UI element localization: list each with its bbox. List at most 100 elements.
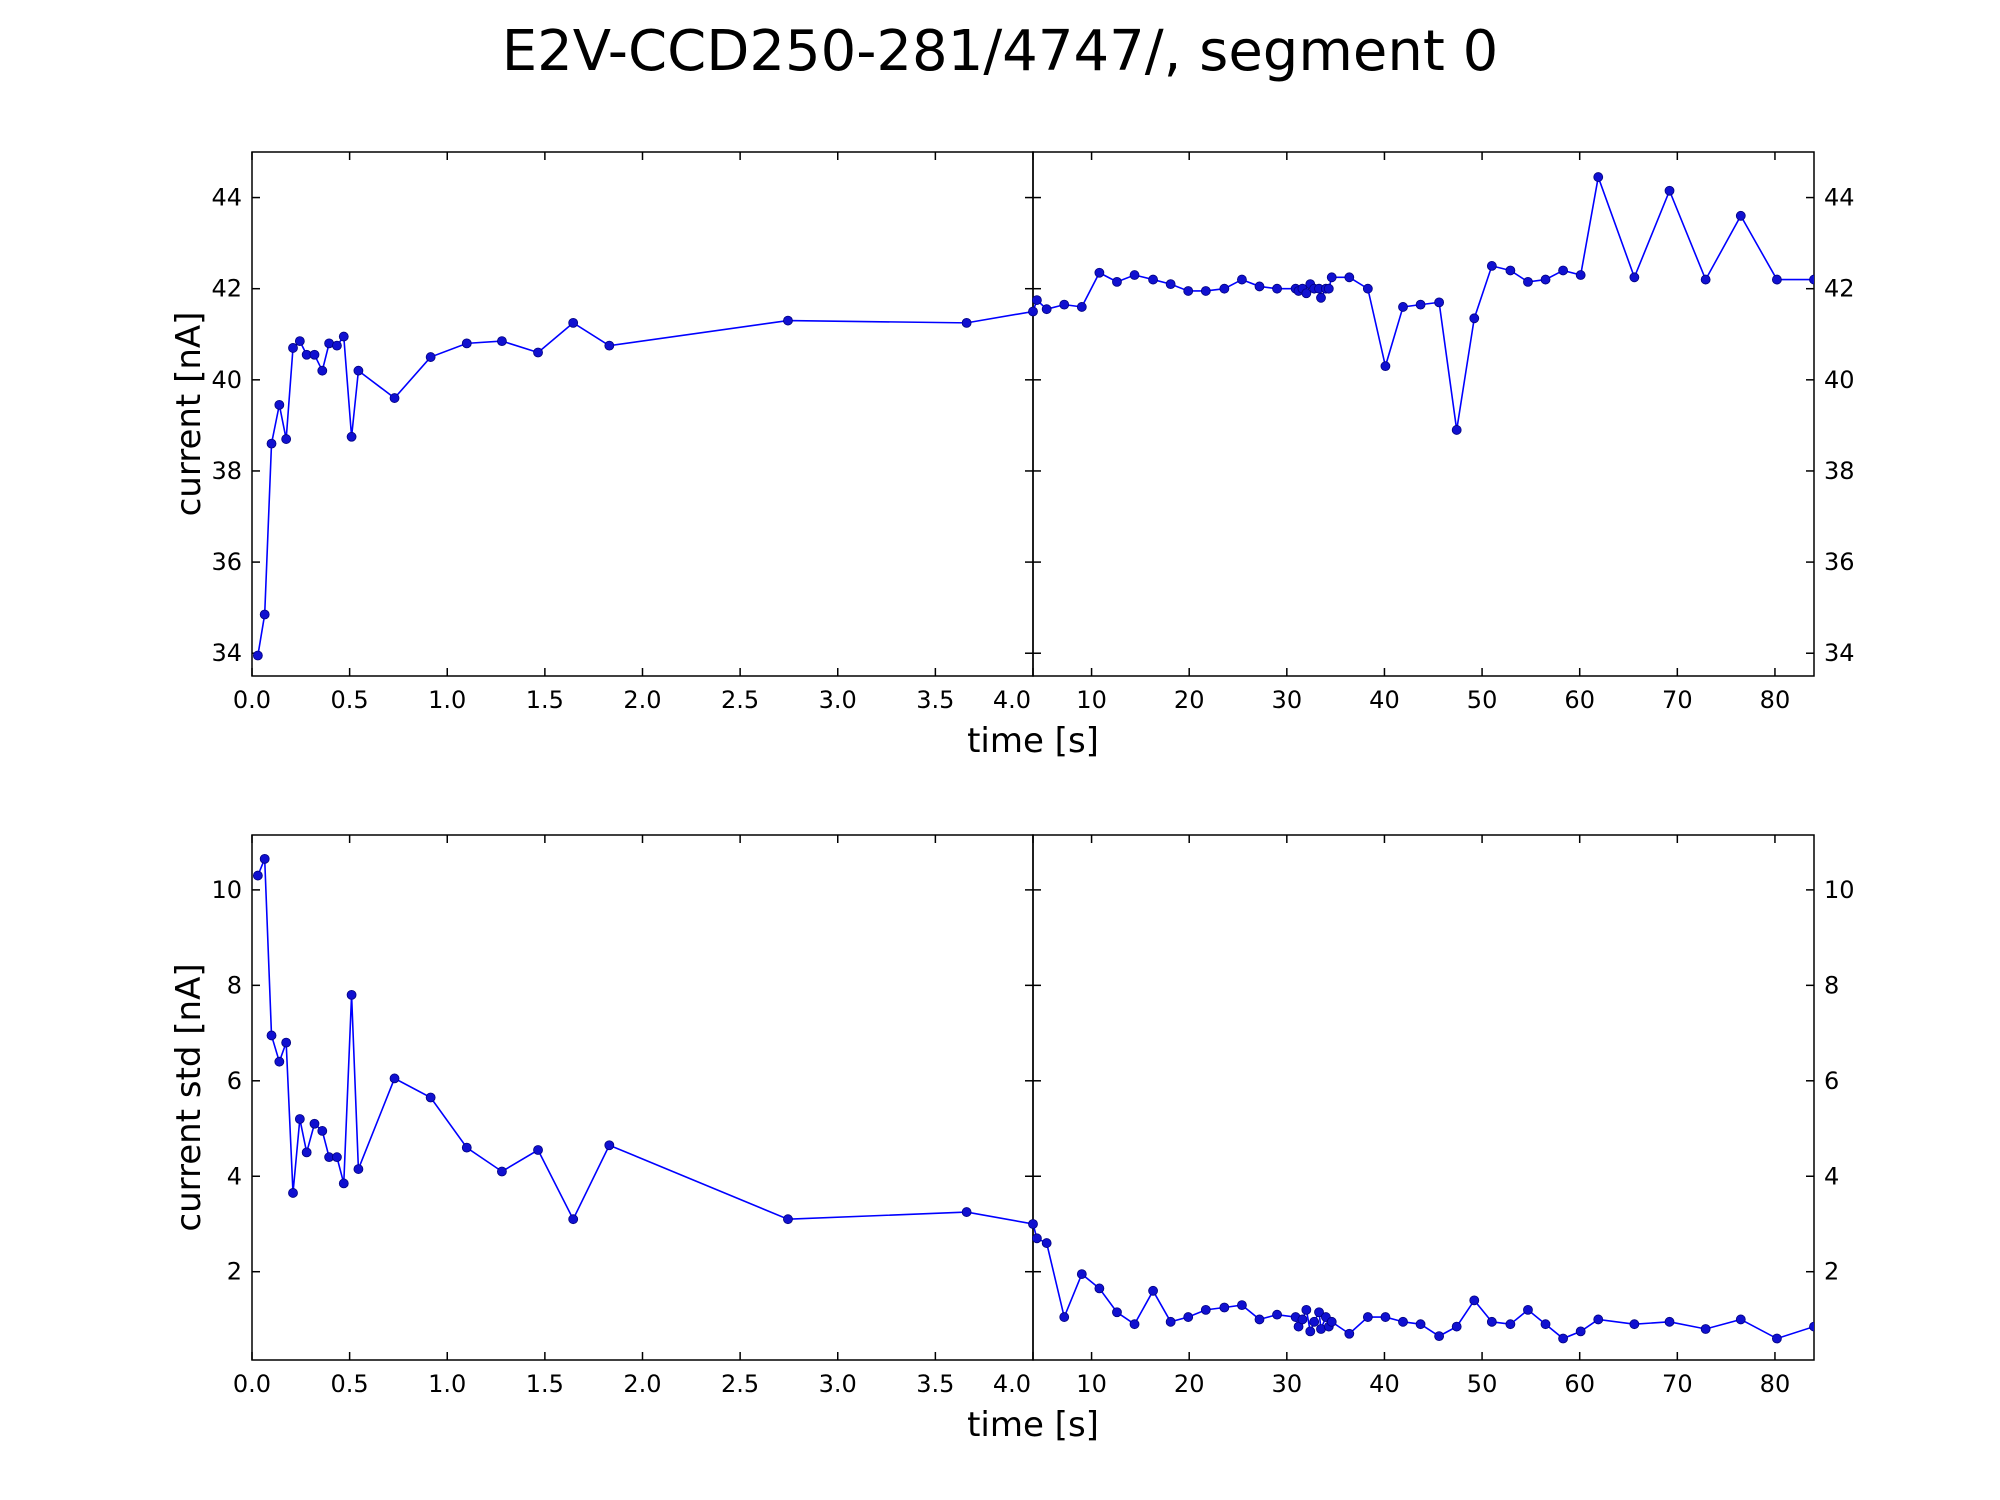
data-point <box>353 365 364 376</box>
data-point <box>1032 1233 1042 1244</box>
data-point <box>317 365 328 376</box>
data-point <box>1237 1300 1247 1311</box>
data-point <box>1032 295 1042 305</box>
data-point <box>309 1118 320 1129</box>
data-point <box>461 338 472 349</box>
y-tick-label-right: 42 <box>1824 275 1855 303</box>
x-tick-label-right: 20 <box>1174 686 1205 714</box>
data-point <box>1664 1316 1675 1327</box>
data-point <box>353 1164 364 1174</box>
x-tick-label-right: 80 <box>1760 686 1791 714</box>
x-tick-label-left: 3.0 <box>819 1370 857 1398</box>
data-point <box>1254 1314 1265 1325</box>
axes-left-frame <box>251 834 1034 1361</box>
axes-right-frame <box>1032 834 1815 1361</box>
data-point <box>1486 261 1497 271</box>
x-tick-label-left: 3.0 <box>819 686 857 714</box>
series-line <box>257 173 1814 656</box>
data-point <box>1469 1295 1480 1306</box>
data-point <box>338 331 349 342</box>
x-tick-label-left: 2.0 <box>623 1370 661 1398</box>
x-tick-label-left: 2.0 <box>623 686 661 714</box>
x-tick-label-left: 0.5 <box>331 1370 369 1398</box>
axes-right-frame <box>1032 151 1815 677</box>
data-point <box>1059 1312 1070 1322</box>
y-tick-label-left: 44 <box>211 184 242 212</box>
y-tick-label-right: 36 <box>1824 548 1855 576</box>
data-point <box>1434 1331 1445 1342</box>
y-tick-label-right: 40 <box>1824 366 1855 394</box>
data-point <box>1380 1312 1391 1322</box>
data-point <box>1165 279 1176 290</box>
data-point <box>1486 1316 1497 1327</box>
data-point <box>961 1207 972 1217</box>
data-point <box>961 317 972 328</box>
y-tick-label-left: 10 <box>211 876 242 904</box>
x-tick-label-left: 1.5 <box>526 686 564 714</box>
data-point <box>252 650 263 661</box>
data-point <box>1219 283 1230 294</box>
data-point <box>259 853 270 864</box>
data-point <box>1094 1283 1105 1294</box>
data-point <box>294 1114 305 1124</box>
data-point <box>332 340 342 351</box>
data-point <box>1297 1314 1308 1325</box>
data-point <box>1629 1319 1640 1330</box>
data-point <box>1398 302 1408 312</box>
data-point <box>1772 274 1782 285</box>
chart-title: E2V-CCD250-281/4747/, segment 0 <box>502 19 1498 84</box>
data-point <box>1558 265 1568 276</box>
x-axis-label: time [s] <box>967 1405 1099 1445</box>
x-tick-label-right: 20 <box>1174 1370 1205 1398</box>
data-point <box>1700 1324 1711 1334</box>
data-point <box>1523 276 1533 287</box>
x-tick-label-left: 1.5 <box>526 1370 564 1398</box>
y-tick-label-right: 34 <box>1824 639 1855 667</box>
x-tick-label-left: 3.5 <box>916 1370 954 1398</box>
data-point <box>332 1152 342 1163</box>
x-tick-label-right: 30 <box>1272 686 1303 714</box>
data-point <box>1558 1333 1568 1344</box>
y-axis-label: current [nA] <box>169 312 209 517</box>
data-point <box>1700 274 1711 285</box>
data-point <box>568 1214 579 1225</box>
data-point <box>497 1166 507 1177</box>
data-point <box>266 438 277 449</box>
data-point <box>252 870 263 881</box>
data-point <box>317 1126 328 1136</box>
data-point <box>281 434 292 444</box>
data-point <box>259 609 270 620</box>
y-tick-label-right: 10 <box>1824 876 1855 904</box>
x-tick-label-right: 10 <box>1076 1370 1107 1398</box>
data-point <box>1200 1304 1211 1315</box>
data-point <box>1301 1304 1312 1315</box>
data-point <box>1326 272 1337 283</box>
data-point <box>1272 1309 1282 1320</box>
y-tick-label-left: 36 <box>211 548 242 576</box>
data-point <box>1523 1304 1533 1315</box>
y-tick-label-left: 40 <box>211 366 242 394</box>
data-point <box>274 399 285 410</box>
x-tick-label-left: 4.0 <box>993 1370 1031 1398</box>
x-tick-label-right: 60 <box>1564 686 1595 714</box>
x-tick-label-right: 50 <box>1467 1370 1498 1398</box>
data-point <box>1129 270 1140 280</box>
data-point <box>1540 274 1551 285</box>
y-tick-label-right: 44 <box>1824 184 1855 212</box>
y-tick-label-left: 38 <box>211 457 242 485</box>
data-point <box>533 347 543 358</box>
data-point <box>1112 1307 1122 1318</box>
data-point <box>1148 274 1158 285</box>
data-point <box>1200 286 1211 296</box>
data-point <box>1344 272 1355 283</box>
x-tick-label-right: 40 <box>1369 686 1400 714</box>
data-point <box>1028 1219 1038 1229</box>
data-point <box>783 315 793 326</box>
data-point <box>1237 274 1247 285</box>
x-tick-label-right: 30 <box>1272 1370 1303 1398</box>
data-point <box>1254 281 1265 292</box>
data-point <box>1112 276 1122 287</box>
x-tick-label-left: 0.5 <box>331 686 369 714</box>
data-point <box>1301 288 1312 299</box>
